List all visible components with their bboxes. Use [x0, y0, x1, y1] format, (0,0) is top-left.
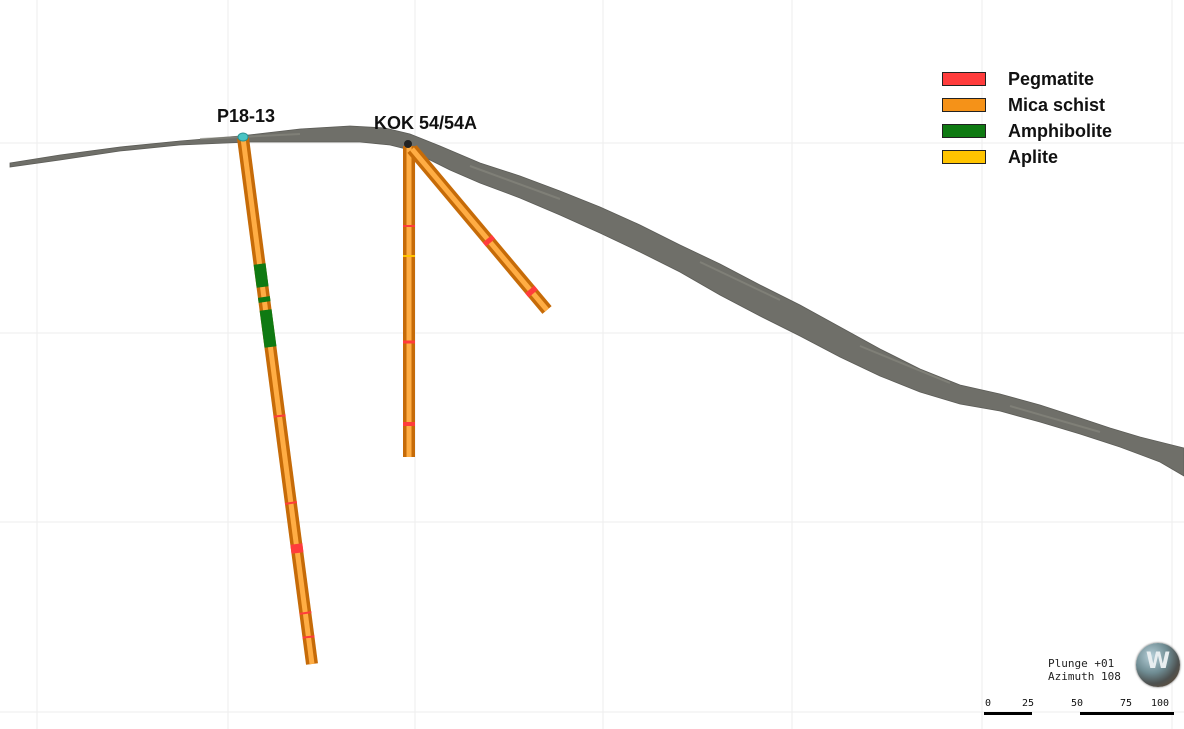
legend-item-mica-schist: Mica schist — [942, 92, 1112, 118]
plunge-readout: Plunge +01 — [1048, 657, 1115, 670]
scale-segment — [1080, 712, 1128, 715]
collar-marker — [237, 132, 249, 142]
legend-label: Aplite — [1008, 146, 1059, 167]
amphibolite-interval — [253, 263, 269, 288]
legend-item-pegmatite: Pegmatite — [942, 66, 1112, 92]
drillhole-kok-54a — [404, 140, 552, 314]
scale-tick-label: 75 — [1119, 698, 1133, 709]
legend-item-aplite: Aplite — [942, 144, 1112, 170]
scale-tick-label: 50 — [1070, 698, 1084, 709]
scale-tick-label: 25 — [1021, 698, 1035, 709]
amphibolite-swatch — [942, 124, 986, 138]
pegmatite-swatch — [942, 72, 986, 86]
legend-label: Amphibolite — [1008, 120, 1112, 141]
scale-bar: 0 25 50 75 100 — [984, 698, 1174, 724]
legend-label: Mica schist — [1008, 94, 1106, 115]
drillhole-kok-54 — [403, 146, 415, 457]
scale-tick-label: 100 — [1150, 698, 1170, 709]
drillhole-p18-13 — [237, 132, 318, 665]
hole-label-kok-54: KOK 54/54A — [374, 113, 478, 133]
topography-surface — [9, 125, 1184, 477]
scale-tick-label: 0 — [984, 698, 992, 709]
lithology-legend: Pegmatite Mica schist Amphibolite Aplite — [942, 66, 1112, 170]
legend-label: Pegmatite — [1008, 68, 1095, 89]
hole-label-p18-13: P18-13 — [217, 106, 276, 126]
topography-texture — [199, 133, 1101, 433]
aplite-swatch — [942, 150, 986, 164]
amphibolite-interval — [259, 309, 277, 348]
compass-icon[interactable]: W — [1136, 643, 1180, 687]
pegmatite-interval — [290, 543, 304, 554]
mica-schist-swatch — [942, 98, 986, 112]
legend-item-amphibolite: Amphibolite — [942, 118, 1112, 144]
view-orientation: Plunge +01 Azimuth 108 — [1048, 657, 1121, 683]
scale-segment — [1128, 712, 1174, 715]
azimuth-readout: Azimuth 108 — [1048, 670, 1121, 683]
scale-segment — [984, 712, 1032, 715]
scale-segment — [1032, 714, 1080, 716]
collar-marker — [404, 140, 412, 148]
amphibolite-interval — [257, 296, 271, 303]
pegmatite-interval — [525, 285, 538, 298]
pegmatite-interval — [482, 234, 496, 247]
